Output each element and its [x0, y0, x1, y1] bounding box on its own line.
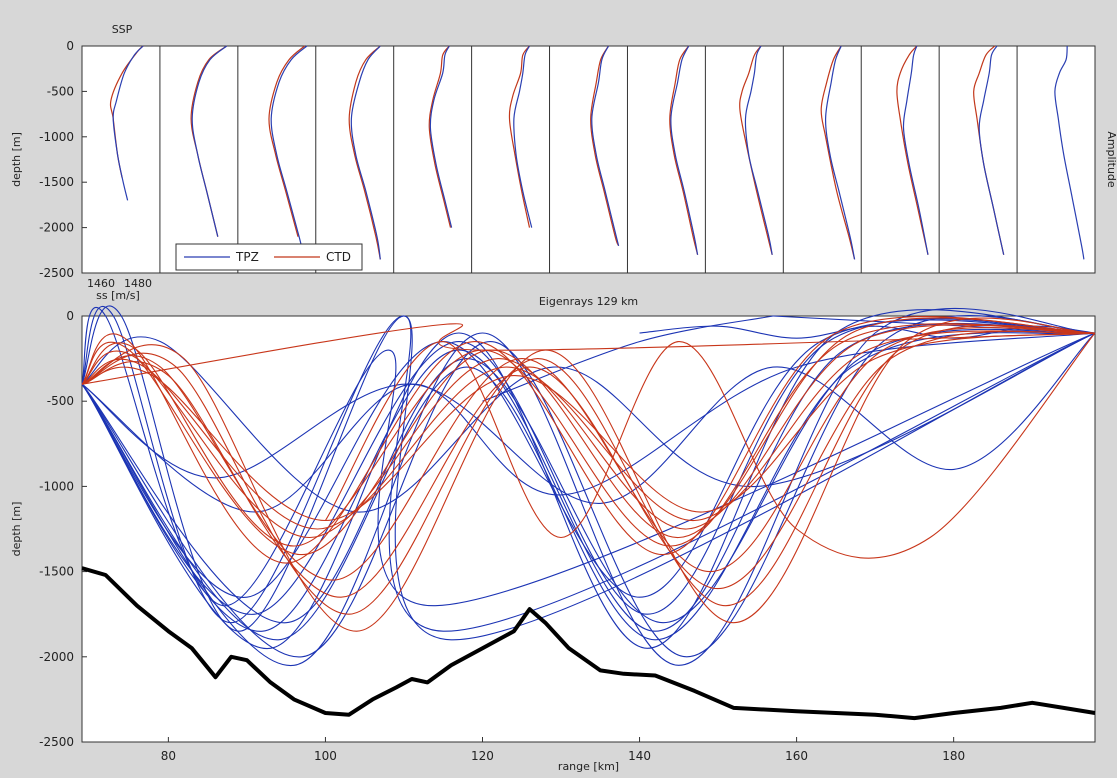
eigenray-y-tick-label: -2500: [39, 735, 74, 749]
eigenray-x-tick-label: 100: [314, 749, 337, 763]
legend-label-ctd: CTD: [326, 250, 351, 264]
eigenray-y-tick-label: -1500: [39, 565, 74, 579]
ssp-tpz-profile: [350, 45, 381, 260]
ssp-y-axis-label: depth [m]: [10, 132, 23, 187]
eigenray-tpz-path: [81, 322, 1096, 632]
ssp-ctd-profile: [508, 45, 531, 228]
eigenray-x-tick-label: 80: [161, 749, 176, 763]
eigenray-ctd-path: [81, 332, 1096, 522]
ssp-ctd-profile: [739, 45, 773, 255]
ssp-ctd-profile: [669, 45, 699, 255]
eigenray-x-tick-label: 160: [785, 749, 808, 763]
bathymetry-line: [81, 566, 1096, 721]
eigenray-x-axis-label: range [km]: [558, 760, 619, 773]
eigenray-y-axis-label: depth [m]: [10, 502, 23, 557]
ssp-y-tick-label: -1000: [39, 130, 74, 144]
ssp-y-tick-label: 0: [66, 39, 74, 53]
ssp-ctd-profile: [820, 45, 856, 260]
eigenray-ctd-path: [81, 317, 1096, 556]
ssp-tpz-profile: [191, 45, 228, 237]
ssp-axes-box: [81, 45, 1096, 274]
eigenray-tpz-path: [639, 325, 1096, 339]
ssp-tpz-profile: [591, 45, 620, 246]
eigenray-tpz-path: [81, 332, 1096, 504]
ssp-tpz-profile: [902, 45, 929, 255]
ssp-y-tick-label: -2000: [39, 221, 74, 235]
ssp-y-tick-label: -2500: [39, 266, 74, 280]
eigenray-y-tick-label: -2000: [39, 650, 74, 664]
eigenray-tpz-path: [81, 332, 1096, 641]
ssp-tpz-profile: [1054, 45, 1085, 260]
eigenray-ctd-path: [81, 316, 1096, 564]
ssp-x-unit-label: ss [m/s]: [96, 289, 140, 302]
ssp-ctd-profile: [348, 45, 381, 260]
legend-label-tpz: TPZ: [235, 250, 259, 264]
ssp-tpz-profile: [112, 45, 144, 201]
eigenray-title: Eigenrays 129 km: [539, 295, 638, 308]
ssp-tpz-profile: [670, 45, 699, 255]
ssp-tpz-profile: [429, 45, 453, 228]
ssp-y-tick-label: -500: [47, 84, 74, 98]
eigenray-x-tick-label: 120: [471, 749, 494, 763]
ssp-title: SSP: [112, 23, 133, 36]
eigenray-tpz-path: [482, 315, 774, 402]
eigenray-tpz-path: [81, 314, 1096, 658]
eigenray-y-tick-label: 0: [66, 309, 74, 323]
ssp-tpz-profile: [978, 45, 1005, 255]
ssp-ctd-profile: [590, 45, 620, 247]
eigenray-ctd-path: [81, 327, 1096, 581]
eigenray-ctd-path: [81, 323, 1096, 385]
eigenray-axes-box: [81, 315, 1096, 743]
ssp-tpz-profile: [744, 45, 773, 255]
eigenray-y-tick-label: -1000: [39, 479, 74, 493]
ssp-x-tick-label: 1480: [124, 277, 152, 290]
ssp-tpz-profile: [270, 45, 308, 246]
ssp-tpz-profile: [824, 45, 856, 260]
eigenray-tpz-path: [81, 307, 1096, 666]
ssp-ctd-profile: [268, 45, 305, 237]
eigenray-tpz-path: [81, 319, 1096, 598]
eigenray-ctd-path: [81, 324, 1096, 615]
ssp-y-tick-label: -1500: [39, 175, 74, 189]
eigenray-ctd-path: [324, 332, 1096, 559]
ssp-ctd-profile: [428, 45, 452, 228]
eigenray-ctd-path: [81, 330, 1096, 530]
eigenray-x-tick-label: 180: [942, 749, 965, 763]
ssp-x-tick-label: 1460: [87, 277, 115, 290]
ssp-tpz-profile: [513, 45, 533, 228]
ssp-right-label: Amplitude: [1105, 131, 1117, 188]
ssp-ctd-profile: [896, 45, 929, 255]
eigenray-tpz-path: [81, 332, 1096, 513]
eigenray-ctd-path: [81, 330, 1096, 598]
eigenray-y-tick-label: -500: [47, 394, 74, 408]
eigenray-x-tick-label: 140: [628, 749, 651, 763]
eigenray-tpz-path: [81, 328, 1096, 624]
